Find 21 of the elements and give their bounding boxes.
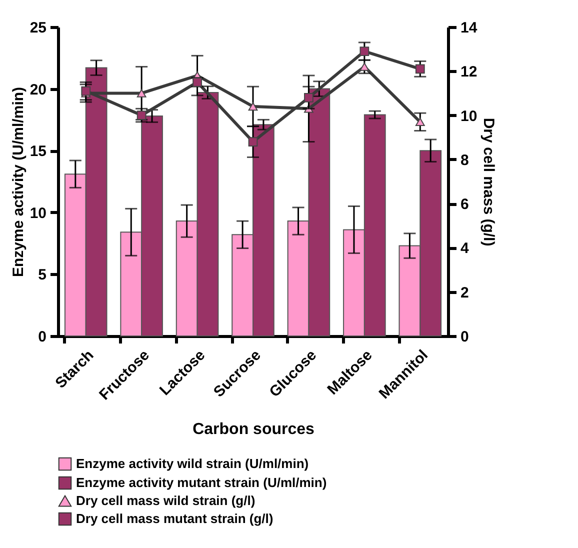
y2-tick-label: 12 — [460, 64, 478, 81]
y2-tick-label: 0 — [460, 328, 469, 346]
y2-tick-label: 4 — [460, 240, 470, 258]
legend-label: Dry cell mass mutant strain (g/l) — [76, 511, 274, 526]
y-tick-label: 10 — [30, 204, 46, 222]
legend-label: Enzyme activity wild strain (U/ml/min) — [76, 456, 309, 471]
x-axis-title: Carbon sources — [192, 420, 315, 438]
legend-label: Dry cell mass wild strain (g/l) — [76, 493, 256, 508]
y2-tick-label: 14 — [460, 20, 478, 36]
y-tick-label: 5 — [38, 266, 46, 284]
y2-tick-label: 6 — [460, 196, 469, 214]
y-tick-label: 25 — [30, 20, 46, 36]
y2-tick-label: 10 — [460, 108, 478, 125]
y-tick-label: 15 — [30, 143, 46, 160]
legend-label: Enzyme activity mutant strain (U/ml/min) — [76, 475, 327, 490]
y2-axis-title: Dry cell mass (g/l) — [480, 118, 498, 246]
y-tick-label: 20 — [30, 81, 46, 98]
y2-tick-label: 2 — [460, 284, 469, 302]
y2-tick-label: 8 — [460, 152, 469, 169]
y-axis-title: Enzyme activity (U/ml/min) — [10, 86, 27, 278]
y-tick-label: 0 — [38, 328, 46, 346]
